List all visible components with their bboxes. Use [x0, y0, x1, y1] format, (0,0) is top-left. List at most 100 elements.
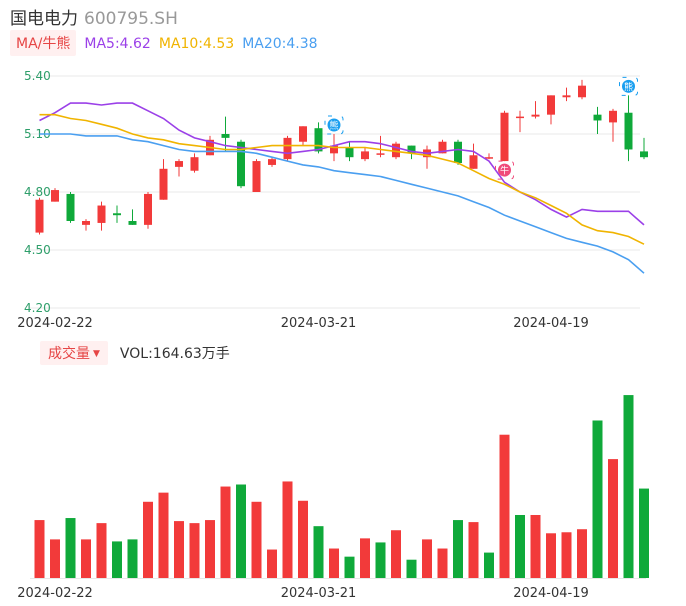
volume-bar[interactable] — [158, 492, 169, 578]
candle-body[interactable] — [144, 193, 152, 225]
volume-bar[interactable] — [81, 539, 91, 578]
candle-body[interactable] — [578, 85, 586, 98]
volume-bar[interactable] — [50, 539, 60, 578]
volume-bar[interactable] — [499, 434, 510, 578]
volume-bar[interactable] — [406, 559, 417, 578]
price-y-tick-label: 4.20 — [24, 301, 51, 315]
price-x-tick-label: 2024-02-22 — [17, 316, 93, 331]
candle-body[interactable] — [469, 155, 478, 169]
candle-body[interactable] — [361, 151, 369, 160]
ma-indicator-toggle[interactable]: MA/牛熊 — [10, 30, 77, 56]
candle-body[interactable] — [252, 161, 261, 192]
candle-body[interactable] — [237, 141, 245, 187]
volume-bar[interactable] — [298, 500, 308, 578]
candle-body[interactable] — [562, 95, 571, 98]
candle-body[interactable] — [299, 126, 307, 142]
candle-body[interactable] — [609, 110, 617, 123]
candle-body[interactable] — [159, 168, 168, 200]
volume-bar[interactable] — [267, 549, 277, 578]
candle-body[interactable] — [66, 193, 75, 221]
volume-bar[interactable] — [577, 529, 587, 578]
volume-bar[interactable] — [484, 552, 494, 578]
volume-bar[interactable] — [189, 523, 200, 578]
volume-bar[interactable] — [375, 542, 386, 578]
candle-body[interactable] — [547, 95, 555, 115]
candle-body[interactable] — [97, 205, 106, 223]
volume-bar[interactable] — [546, 533, 556, 578]
signal-markers: 熊牛 熊 — [324, 76, 638, 180]
volume-bar[interactable] — [422, 539, 432, 578]
volume-bar[interactable] — [112, 541, 122, 578]
volume-bar[interactable] — [236, 484, 246, 578]
volume-bar[interactable] — [453, 520, 463, 578]
candle-body[interactable] — [35, 199, 44, 233]
volume-bar[interactable] — [205, 520, 215, 578]
volume-bar[interactable] — [360, 538, 370, 578]
candle-body[interactable] — [175, 161, 183, 167]
price-candlestick-chart[interactable]: 5.405.104.804.504.20 熊牛熊 2024-02-22 2024-… — [0, 0, 686, 335]
volume-bar[interactable] — [143, 501, 153, 578]
volume-bar[interactable] — [437, 548, 448, 578]
volume-bar[interactable] — [623, 395, 634, 578]
volume-bar[interactable] — [313, 526, 324, 578]
ma-legend: MA/牛熊 MA5:4.62 MA10:4.53 MA20:4.38 — [10, 30, 318, 56]
volume-x-tick-label: 2024-04-19 — [513, 586, 589, 601]
candle-body[interactable] — [314, 128, 323, 152]
candle-body[interactable] — [516, 116, 524, 119]
candle-body[interactable] — [345, 147, 354, 158]
volume-bar[interactable] — [329, 548, 339, 578]
volume-indicator-toggle[interactable]: 成交量 ▼ — [40, 341, 108, 365]
candle-body[interactable] — [190, 157, 199, 171]
candle-body[interactable] — [376, 153, 385, 155]
candle-body[interactable] — [128, 221, 137, 225]
stock-code: 600795.SH — [84, 9, 178, 29]
candle-body[interactable] — [82, 221, 90, 225]
candle-body[interactable] — [531, 114, 540, 117]
candle-body[interactable] — [268, 159, 276, 165]
candle-body[interactable] — [485, 157, 493, 159]
price-y-tick-label: 5.40 — [24, 69, 51, 83]
candle-body[interactable] — [407, 145, 416, 154]
volume-bar[interactable] — [282, 481, 293, 578]
volume-bar[interactable] — [592, 420, 603, 578]
signal-marker[interactable] — [327, 118, 341, 132]
volume-bar[interactable] — [608, 459, 618, 578]
price-y-tick-label: 4.50 — [24, 243, 51, 257]
candle-body[interactable] — [593, 114, 602, 121]
ma20-legend-label: MA20:4.38 — [242, 36, 318, 52]
volume-bar[interactable] — [391, 530, 401, 578]
volume-bar[interactable] — [468, 522, 479, 578]
candle-body[interactable] — [392, 143, 400, 158]
candle-body[interactable] — [500, 112, 509, 162]
price-x-axis: 2024-02-22 2024-03-21 2024-04-19 — [17, 316, 589, 331]
price-gridlines — [30, 75, 640, 309]
volume-bar[interactable] — [34, 520, 45, 578]
candle-body[interactable] — [330, 145, 338, 154]
candle-body[interactable] — [624, 112, 633, 150]
candle-body[interactable] — [51, 190, 59, 202]
price-y-tick-label: 4.80 — [24, 185, 51, 199]
volume-bar[interactable] — [515, 514, 525, 578]
candle-body[interactable] — [221, 134, 230, 138]
candle-body[interactable] — [438, 141, 447, 154]
volume-bar[interactable] — [561, 532, 572, 578]
price-x-tick-label: 2024-04-19 — [513, 316, 589, 331]
signal-marker-label: 熊 — [329, 120, 338, 132]
volume-bar[interactable] — [96, 523, 107, 578]
volume-bar[interactable] — [530, 514, 541, 578]
price-y-tick-label: 5.10 — [24, 127, 51, 141]
volume-bar[interactable] — [220, 486, 231, 578]
volume-bar[interactable] — [251, 501, 262, 578]
signal-marker[interactable] — [498, 163, 511, 177]
candle-body[interactable] — [640, 151, 648, 158]
volume-bar[interactable] — [127, 539, 138, 578]
candle-body[interactable] — [454, 141, 462, 163]
candle-body[interactable] — [283, 137, 292, 160]
candle-body[interactable] — [113, 213, 121, 216]
volume-bar[interactable] — [639, 488, 649, 578]
volume-bar[interactable] — [65, 518, 76, 578]
volume-bar[interactable] — [344, 556, 355, 578]
signal-marker[interactable] — [622, 79, 635, 93]
volume-bar[interactable] — [174, 521, 184, 578]
